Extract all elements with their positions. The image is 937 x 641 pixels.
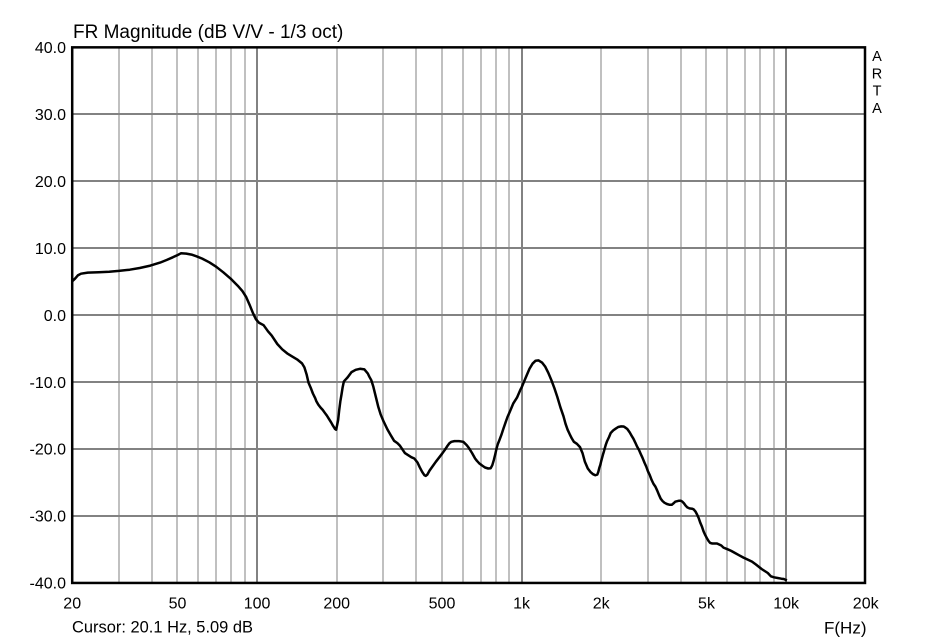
svg-text:A: A <box>872 49 882 65</box>
svg-text:200: 200 <box>323 596 350 613</box>
svg-text:1k: 1k <box>513 596 531 613</box>
svg-text:-10.0: -10.0 <box>30 375 67 392</box>
svg-text:0.0: 0.0 <box>44 308 66 325</box>
svg-text:F(Hz): F(Hz) <box>824 619 866 638</box>
svg-text:FR Magnitude (dB V/V - 1/3 oct: FR Magnitude (dB V/V - 1/3 oct) <box>73 22 343 43</box>
svg-text:A: A <box>872 101 882 117</box>
svg-text:10.0: 10.0 <box>35 241 66 258</box>
svg-text:R: R <box>872 66 882 82</box>
svg-text:Cursor: 20.1 Hz, 5.09 dB: Cursor: 20.1 Hz, 5.09 dB <box>72 618 253 637</box>
svg-text:20.0: 20.0 <box>35 174 66 191</box>
svg-text:100: 100 <box>244 596 271 613</box>
svg-text:-40.0: -40.0 <box>30 576 67 593</box>
svg-text:40.0: 40.0 <box>35 40 66 57</box>
svg-text:2k: 2k <box>593 596 611 613</box>
svg-text:5k: 5k <box>698 596 716 613</box>
svg-text:30.0: 30.0 <box>35 107 66 124</box>
svg-text:10k: 10k <box>773 596 800 613</box>
svg-text:20k: 20k <box>853 596 880 613</box>
svg-text:-30.0: -30.0 <box>30 509 67 526</box>
svg-text:500: 500 <box>429 596 456 613</box>
svg-text:T: T <box>873 84 882 100</box>
svg-text:-20.0: -20.0 <box>30 442 67 459</box>
svg-text:50: 50 <box>169 596 187 613</box>
svg-text:20: 20 <box>63 596 81 613</box>
